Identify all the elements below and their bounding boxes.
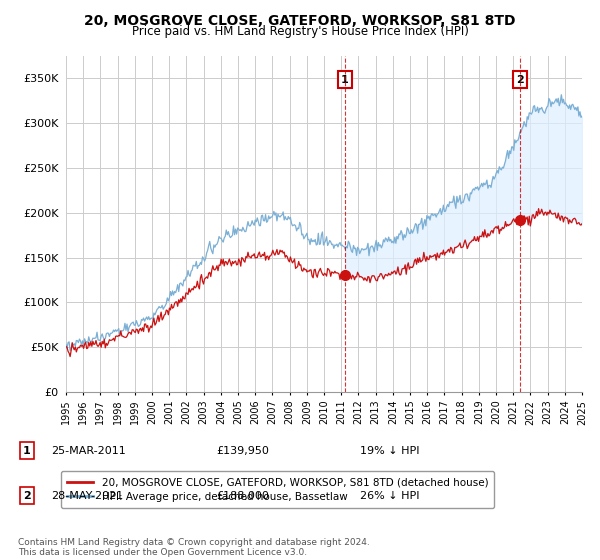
Text: 1: 1 <box>23 446 31 456</box>
Text: 19% ↓ HPI: 19% ↓ HPI <box>360 446 419 456</box>
Text: 25-MAR-2011: 25-MAR-2011 <box>51 446 126 456</box>
Text: 2: 2 <box>517 74 524 85</box>
Text: 20, MOSGROVE CLOSE, GATEFORD, WORKSOP, S81 8TD: 20, MOSGROVE CLOSE, GATEFORD, WORKSOP, S… <box>84 14 516 28</box>
Text: £188,000: £188,000 <box>216 491 269 501</box>
Text: 1: 1 <box>341 74 349 85</box>
Text: 26% ↓ HPI: 26% ↓ HPI <box>360 491 419 501</box>
Legend: 20, MOSGROVE CLOSE, GATEFORD, WORKSOP, S81 8TD (detached house), HPI: Average pr: 20, MOSGROVE CLOSE, GATEFORD, WORKSOP, S… <box>61 471 494 508</box>
Text: Contains HM Land Registry data © Crown copyright and database right 2024.
This d: Contains HM Land Registry data © Crown c… <box>18 538 370 557</box>
Text: 28-MAY-2021: 28-MAY-2021 <box>51 491 123 501</box>
Text: Price paid vs. HM Land Registry's House Price Index (HPI): Price paid vs. HM Land Registry's House … <box>131 25 469 38</box>
Text: 2: 2 <box>23 491 31 501</box>
Text: £139,950: £139,950 <box>216 446 269 456</box>
